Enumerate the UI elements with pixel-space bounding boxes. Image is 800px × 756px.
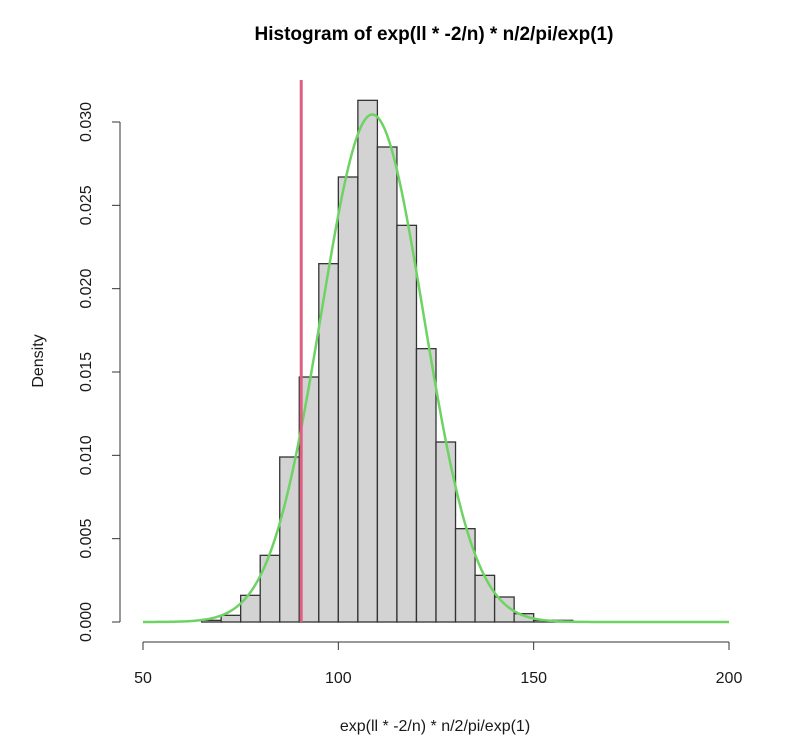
x-axis: 50 100 150 200 bbox=[134, 641, 743, 687]
histogram-bar bbox=[259, 554, 281, 623]
histogram-bar bbox=[220, 614, 242, 623]
y-tick-label: 0.020 bbox=[78, 269, 95, 309]
chart-title: Histogram of exp(ll * -2/n) * n/2/pi/exp… bbox=[255, 24, 614, 45]
histogram-bars bbox=[200, 99, 574, 623]
histogram-bar bbox=[396, 224, 418, 623]
x-tick-label: 200 bbox=[716, 670, 743, 687]
x-tick-label: 150 bbox=[520, 670, 547, 687]
histogram-bar bbox=[493, 596, 515, 623]
histogram-bar bbox=[415, 348, 437, 623]
y-tick-label: 0.015 bbox=[78, 352, 95, 392]
density-curve bbox=[142, 113, 729, 624]
x-axis-label: exp(ll * -2/n) * n/2/pi/exp(1) bbox=[340, 718, 530, 735]
y-axis-label: Density bbox=[30, 334, 47, 387]
histogram-bar bbox=[337, 176, 359, 623]
y-tick-label: 0.010 bbox=[78, 435, 95, 475]
histogram-bar bbox=[357, 99, 379, 623]
x-tick-label: 100 bbox=[325, 670, 352, 687]
histogram-bar bbox=[474, 574, 496, 623]
x-tick-label: 50 bbox=[134, 670, 152, 687]
y-tick-label: 0.030 bbox=[78, 102, 95, 142]
y-axis: 0.000 0.005 0.010 0.015 0.020 0.025 0.030 bbox=[78, 102, 121, 642]
y-tick-label: 0.025 bbox=[78, 185, 95, 225]
histogram-bar bbox=[376, 146, 398, 623]
y-tick-label: 0.005 bbox=[78, 519, 95, 559]
y-tick-label: 0.000 bbox=[78, 602, 95, 642]
